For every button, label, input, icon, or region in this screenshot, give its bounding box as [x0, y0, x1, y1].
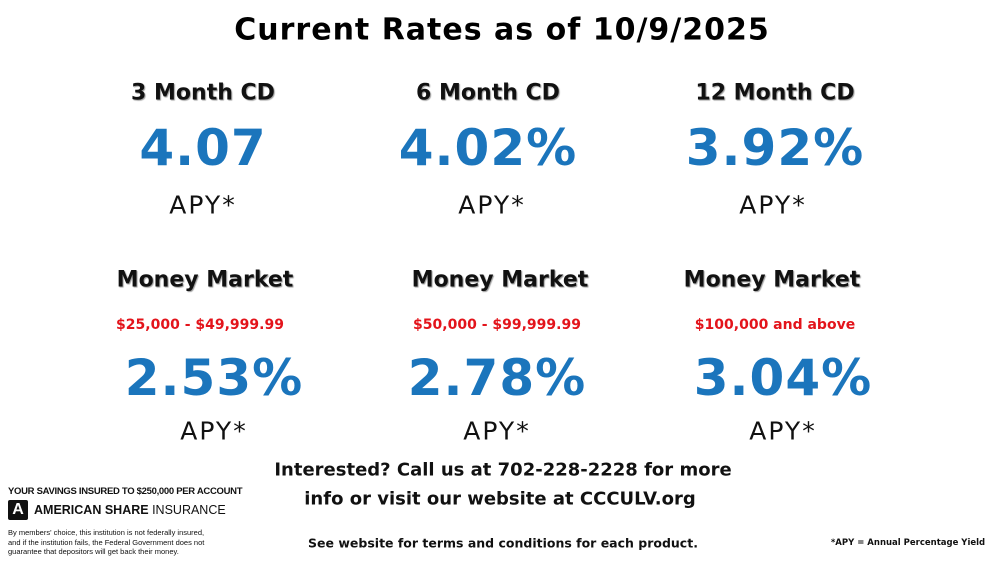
rate: 3.92% — [685, 119, 865, 177]
balance-range: $50,000 - $99,999.99 — [413, 317, 581, 333]
apy-note: *APY = Annual Percentage Yield — [830, 538, 986, 548]
terms: See website for terms and conditions for… — [308, 535, 698, 551]
disclaimer-line: guarantee that depositors will get back … — [8, 547, 179, 556]
rate: 3.04% — [693, 349, 873, 407]
brand-bold: AMERICAN SHARE — [34, 503, 149, 517]
balance-range: $100,000 and above — [694, 317, 856, 333]
apy-label: APY* — [739, 190, 807, 220]
product-name: 6 Month CD — [416, 80, 560, 106]
disclaimer-line: and if the institution fails, the Federa… — [8, 537, 205, 547]
product-name: Money Market — [683, 267, 861, 293]
brand-rest: INSURANCE — [152, 503, 226, 517]
apy-label: APY* — [169, 190, 237, 220]
disclaimer-line: By members' choice, this institution is … — [8, 528, 205, 537]
apy-label: APY* — [458, 190, 526, 220]
product-name: 3 Month CD — [131, 80, 275, 106]
contact-line: info or visit our website at CCCULV.org — [304, 488, 696, 510]
product-name: Money Market — [116, 267, 294, 293]
apy-label: APY* — [463, 416, 531, 446]
balance-range: $25,000 - $49,999.99 — [116, 317, 284, 333]
apy-label: APY* — [180, 416, 248, 446]
insurance-brand: AMERICAN SHARE INSURANCE — [34, 503, 226, 517]
insurance-logo: A — [8, 500, 28, 520]
rate: 4.02% — [398, 119, 578, 177]
product-name: 12 Month CD — [695, 80, 855, 106]
product-name: Money Market — [411, 267, 589, 293]
insurance-disclaimer: By members' choice, this institution is … — [8, 528, 204, 557]
rate: 2.78% — [407, 349, 587, 407]
insurance-headline: YOUR SAVINGS INSURED TO $250,000 PER ACC… — [8, 486, 243, 497]
apy-label: APY* — [749, 416, 817, 446]
rate: 4.07 — [139, 119, 267, 177]
rate: 2.53% — [124, 349, 304, 407]
contact-line: Interested? Call us at 702-228-2228 for … — [274, 459, 732, 481]
title: Current Rates as of 10/9/2025 — [234, 12, 770, 48]
